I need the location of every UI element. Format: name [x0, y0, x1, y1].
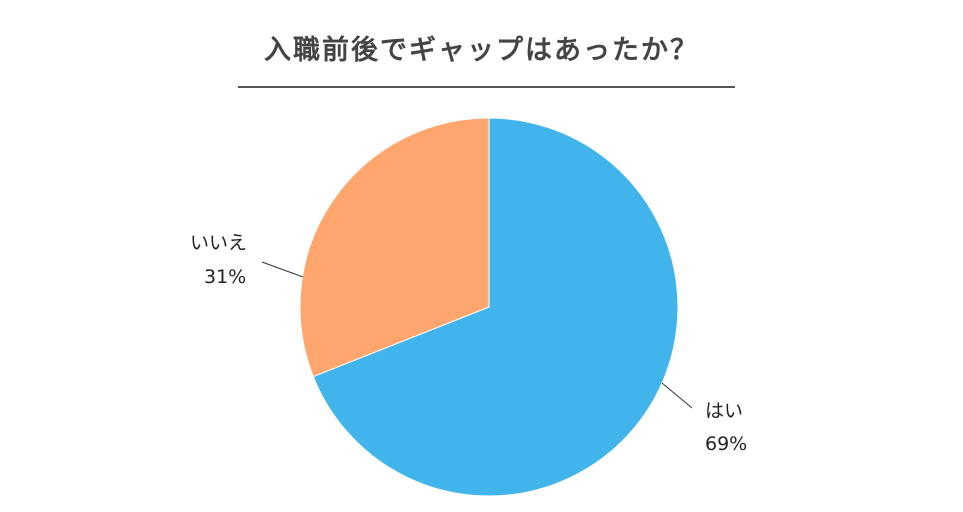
pie-slice-yes — [312, 117, 679, 497]
chart-title: 入職前後でギャップはあったか？ — [264, 35, 699, 66]
pie-slice-no — [299, 117, 490, 378]
slice-value-yes: 69% — [705, 433, 748, 455]
slice-value-no: 31% — [204, 266, 247, 288]
leader-line-no — [261, 261, 304, 278]
title-underline — [238, 86, 735, 88]
slice-label-no: いいえ — [190, 232, 248, 254]
leader-line-yes — [661, 382, 693, 409]
slice-label-yes: はい — [705, 400, 744, 422]
